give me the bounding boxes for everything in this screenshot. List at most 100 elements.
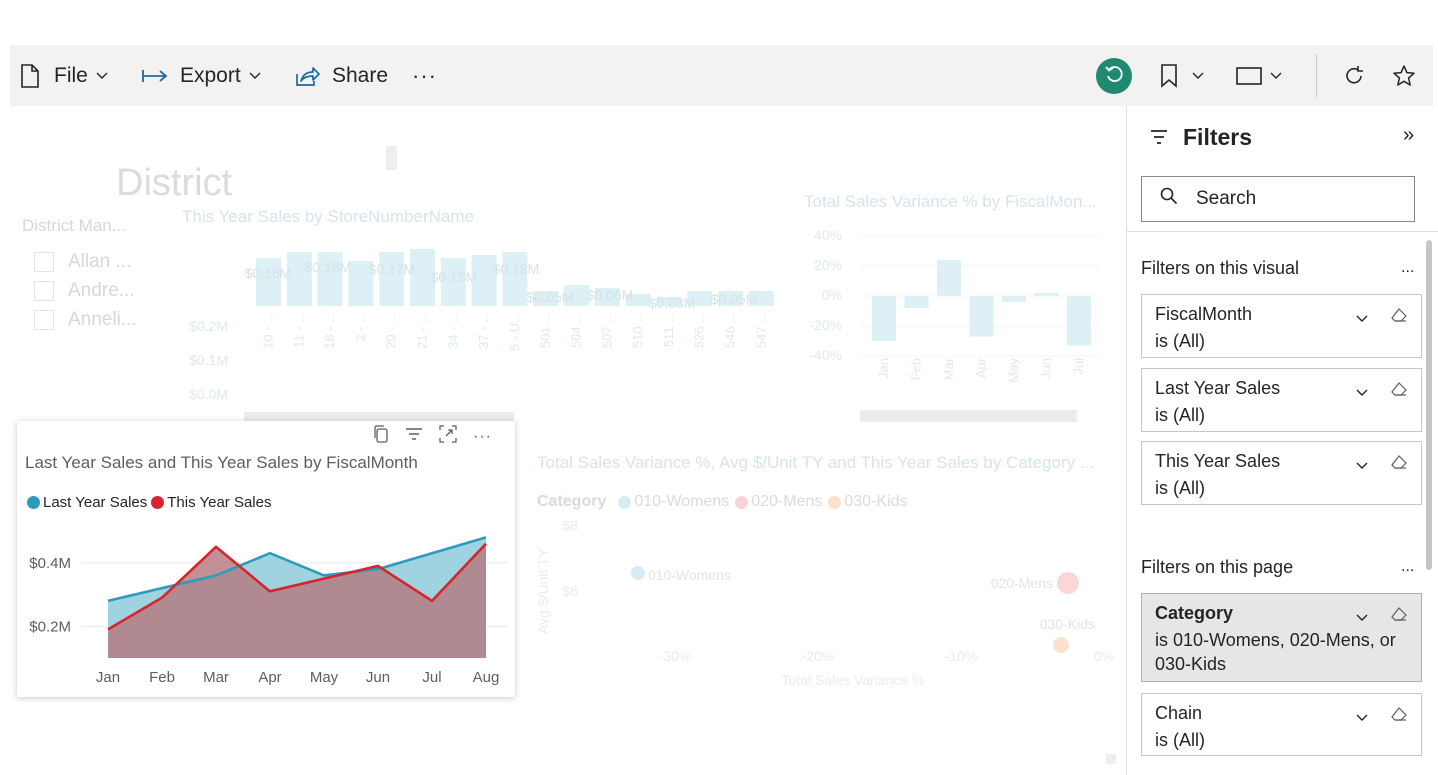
visual-filters-more-button[interactable]: ... — [1401, 259, 1415, 276]
store-sales-chart: $0.2M $0.1M $0.0M 10 - ... 11 - ... 18 - ... 2… — [189, 249, 774, 402]
slicer-title: District Man... — [22, 216, 126, 235]
file-menu-button[interactable]: File — [20, 45, 108, 106]
reset-to-default-button[interactable] — [1096, 58, 1132, 94]
bar — [1067, 296, 1091, 346]
filter-card[interactable]: Chain is (All) — [1141, 693, 1422, 756]
bookmark-icon — [1160, 63, 1178, 88]
search-icon — [1142, 187, 1196, 211]
favorite-button[interactable] — [1392, 45, 1416, 106]
x-tick-label: Mar — [203, 669, 229, 686]
bar — [1002, 296, 1026, 302]
more-options-icon[interactable]: ··· — [473, 427, 492, 445]
x-tick-label: Aug — [473, 669, 500, 686]
bar — [1034, 293, 1059, 296]
legend-dot-this-year — [151, 496, 165, 509]
filter-field-name: Chain — [1155, 703, 1203, 723]
slicer-option: Allan ... — [34, 251, 131, 273]
variance-chart-title: Total Sales Variance % by FiscalMon... — [804, 192, 1097, 211]
slicer-option: Anneli... — [34, 309, 137, 331]
x-tick-label: 501 ... — [538, 312, 553, 348]
filter-card[interactable]: FiscalMonth is (All) — [1141, 294, 1422, 358]
chevron-down-icon[interactable] — [1356, 606, 1368, 627]
bar — [502, 252, 528, 306]
view-icon — [1236, 66, 1262, 86]
filter-icon[interactable] — [405, 427, 423, 446]
filter-field-name: Last Year Sales — [1155, 378, 1281, 398]
clear-filter-icon[interactable] — [1390, 606, 1408, 627]
filter-card[interactable]: Category is 010-Womens, 020-Mens, or 030-… — [1141, 593, 1422, 682]
x-tick-label: -10% — [945, 648, 978, 664]
x-tick-label: 5 - U... — [507, 312, 522, 351]
chevron-down-icon — [1192, 72, 1204, 80]
bookmark-menu-button[interactable] — [1160, 45, 1204, 106]
view-menu-button[interactable] — [1236, 45, 1282, 106]
bar — [687, 291, 713, 306]
bar — [904, 296, 929, 308]
scatter-point — [631, 566, 645, 580]
share-button[interactable]: Share — [294, 45, 388, 106]
reset-icon — [1104, 64, 1124, 89]
collapse-pane-button[interactable]: » — [1403, 124, 1415, 146]
bar — [594, 288, 620, 306]
copy-icon[interactable] — [373, 425, 389, 448]
clear-filter-icon[interactable] — [1390, 381, 1408, 402]
legend-item-last-year[interactable]: Last Year Sales — [43, 494, 148, 511]
chevron-down-icon[interactable] — [1356, 454, 1368, 475]
y-tick-label: $6 — [562, 583, 578, 599]
area-chart[interactable]: $0.4M $0.2M Jan Feb Mar Apr May Jun Jul Aug — [17, 531, 515, 691]
filter-card[interactable]: This Year Sales is (All) — [1141, 441, 1422, 505]
x-tick-label: 34 - ... — [445, 312, 460, 349]
page-filters-more-button[interactable]: ... — [1401, 558, 1415, 575]
x-tick-label: -20% — [802, 648, 835, 664]
more-options-button[interactable]: ··· — [412, 62, 437, 88]
focused-visual-card[interactable]: ··· Last Year Sales and This Year Sales … — [17, 421, 515, 697]
legend-dot-last-year — [27, 496, 40, 509]
checkbox — [34, 252, 54, 272]
line-last-year-sales[interactable] — [107, 536, 487, 603]
search-input[interactable]: Search — [1196, 188, 1257, 209]
x-tick-label: 20 - ... — [384, 312, 399, 349]
filters-scrollbar[interactable] — [1426, 240, 1432, 570]
legend-dot — [735, 495, 749, 509]
focus-mode-icon[interactable] — [439, 425, 457, 448]
x-tick-label: 2 - ... — [353, 312, 368, 342]
chevron-down-icon — [249, 72, 261, 80]
clear-filter-icon[interactable] — [1390, 454, 1408, 475]
scatter-chart-title: Total Sales Variance %, Avg $/Unit TY an… — [537, 453, 1094, 472]
line-this-year-sales[interactable] — [107, 542, 487, 631]
legend-item-this-year[interactable]: This Year Sales — [167, 494, 272, 511]
filter-value-summary: is (All) — [1155, 730, 1205, 750]
y-tick-label: $0.0M — [189, 386, 228, 402]
chevron-down-icon[interactable] — [1356, 706, 1368, 727]
export-label: Export — [180, 63, 241, 87]
x-tick-label: Jun — [366, 669, 390, 686]
x-tick-label: 507 ... — [599, 312, 614, 348]
export-menu-button[interactable]: Export — [142, 45, 261, 106]
filter-value-summary: is (All) — [1155, 405, 1205, 425]
share-icon — [294, 65, 320, 87]
x-tick-label: 510 ... — [630, 312, 645, 348]
bar — [471, 255, 497, 306]
x-tick-label: 18 - ... — [322, 312, 337, 349]
y-tick-label: $0.2M — [29, 618, 71, 635]
x-tick-label: May — [310, 669, 339, 686]
data-label: $0.05M — [527, 289, 574, 305]
variance-chart: 40% 20% 0% -20% -40% Jan Feb Mar Apr May Jun Jul — [809, 227, 1100, 383]
chevron-down-icon[interactable] — [1356, 381, 1368, 402]
clear-filter-icon[interactable] — [1390, 706, 1408, 727]
clear-filter-icon[interactable] — [1390, 307, 1408, 328]
filter-card[interactable]: Last Year Sales is (All) — [1141, 368, 1422, 432]
refresh-button[interactable] — [1343, 45, 1365, 106]
x-tick-label: Jun — [1039, 358, 1054, 379]
y-axis-label: Avg $/Unit TY — [535, 547, 551, 634]
y-tick-label: $8 — [562, 521, 578, 533]
area-this-year-sales — [108, 543, 486, 658]
filter-search-box[interactable]: Search — [1141, 176, 1415, 222]
file-icon — [20, 63, 40, 88]
y-tick-label: 0% — [822, 287, 842, 303]
filter-field-name: This Year Sales — [1155, 451, 1281, 471]
chevron-down-icon[interactable] — [1356, 307, 1368, 328]
share-label: Share — [332, 63, 389, 87]
slicer-header: District — [116, 162, 233, 196]
slicer-option-label: Allan ... — [68, 251, 132, 272]
